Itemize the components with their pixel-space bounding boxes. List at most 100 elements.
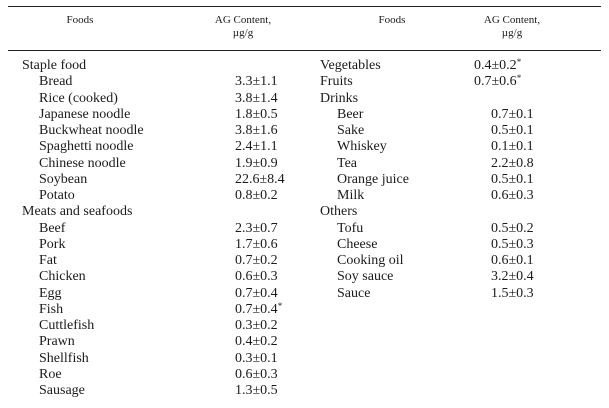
food-name: Chinese noodle <box>39 155 126 171</box>
table-row: Japanese noodle 1.8±0.5 <box>22 107 285 123</box>
header-foods-left: Foods <box>40 14 120 27</box>
ag-content-value: 0.5±0.1 <box>491 172 534 188</box>
ag-content-value: 3.8±1.4 <box>235 91 278 107</box>
ag-content-value-text: 2.4±1.1 <box>235 139 278 155</box>
header-ag-content-left-line2: µg/g <box>232 27 254 39</box>
ag-content-value-text: 3.8±1.6 <box>235 123 278 138</box>
ag-content-value: 0.6±0.3 <box>491 188 534 204</box>
food-name: Spaghetti noodle <box>39 139 134 155</box>
food-name: Buckwheat noodle <box>39 123 144 138</box>
table-row: Tea 2.2±0.8 <box>320 156 534 172</box>
table-header-rule <box>8 50 601 51</box>
ag-content-value-text: 0.4±0.2 <box>235 334 278 350</box>
ag-content-value-text: 22.6±8.4 <box>235 171 285 187</box>
ag-content-value: 0.8±0.2 <box>235 188 278 204</box>
table-row: Beer 0.7±0.1 <box>320 107 534 123</box>
ag-content-value: 0.6±0.1 <box>491 253 534 269</box>
table-row: Sake 0.5±0.1 <box>320 123 534 139</box>
food-name: Rice (cooked) <box>39 90 118 106</box>
table-row: Beef 2.3±0.7 <box>22 221 285 237</box>
food-name: Milk <box>337 188 365 203</box>
right-column: Vegetables 0.4±0.2* Fruits 0.7±0.6* Drinks Be… <box>320 57 534 302</box>
food-name: Vegetables <box>320 58 381 73</box>
ag-content-value-text: 3.8±1.4 <box>235 90 278 106</box>
food-name: Egg <box>39 285 62 301</box>
food-name: Bread <box>39 74 73 90</box>
ag-content-value: 0.7±0.2 <box>235 253 278 269</box>
ag-content-value: 2.3±0.7 <box>235 221 278 237</box>
ag-content-value: 0.7±0.1 <box>491 107 534 123</box>
ag-content-value: 22.6±8.4 <box>235 172 285 188</box>
table-row: Orange juice 0.5±0.1 <box>320 172 534 188</box>
header-ag-content-left: AG Content, µg/g <box>193 14 293 40</box>
table-row: Whiskey 0.1±0.1 <box>320 139 534 155</box>
food-name: Fruits <box>320 74 353 90</box>
food-name: Cooking oil <box>337 253 404 268</box>
footnote-marker: * <box>516 57 522 67</box>
ag-content-value-text: 0.6±0.3 <box>235 366 278 382</box>
ag-content-value: 3.3±1.1 <box>235 74 278 90</box>
ag-content-value-text: 1.9±0.9 <box>235 155 278 171</box>
food-name: Soy sauce <box>337 269 394 285</box>
ag-content-value: 3.2±0.4 <box>491 269 534 285</box>
table-row: Prawn 0.4±0.2 <box>22 334 285 350</box>
ag-content-value: 3.8±1.6 <box>235 123 278 139</box>
food-name: Sausage <box>39 383 85 398</box>
header-ag-content-right: AG Content, µg/g <box>452 14 572 40</box>
table-row: Drinks <box>320 91 534 107</box>
table-row: Sausage 1.3±0.5 <box>22 383 285 399</box>
food-name: Tofu <box>337 220 364 236</box>
ag-content-value: 0.6±0.3 <box>235 269 278 285</box>
table-row: Pork 1.7±0.6 <box>22 237 285 253</box>
footnote-marker: * <box>277 300 283 311</box>
ag-content-value-text: 0.6±0.3 <box>491 188 534 203</box>
footnote-marker: * <box>516 73 522 84</box>
ag-content-value: 0.3±0.2 <box>235 318 278 334</box>
ag-content-value-text: 0.3±0.2 <box>235 318 278 333</box>
header-ag-content-left-line1: AG Content, <box>214 14 272 26</box>
table-row: Cuttlefish 0.3±0.2 <box>22 318 285 334</box>
ag-content-value-text: 0.7±0.4 <box>235 301 278 317</box>
food-name: Potato <box>39 188 75 203</box>
food-name: Meats and seafoods <box>22 204 133 220</box>
table-row: Sauce 1.5±0.3 <box>320 286 534 302</box>
table-row: Bread 3.3±1.1 <box>22 74 285 90</box>
table-row: Others <box>320 204 534 220</box>
table-row: Tofu 0.5±0.2 <box>320 221 534 237</box>
ag-content-value-text: 2.3±0.7 <box>235 220 278 236</box>
table-row: Soy sauce 3.2±0.4 <box>320 269 534 285</box>
table-row: Shellfish 0.3±0.1 <box>22 351 285 367</box>
ag-content-value: 0.7±0.4* <box>235 300 283 318</box>
table-row: Cooking oil 0.6±0.1 <box>320 253 534 269</box>
table-row: Egg 0.7±0.4 <box>22 286 285 302</box>
table-row: Roe 0.6±0.3 <box>22 367 285 383</box>
food-name: Beef <box>39 220 66 236</box>
ag-content-value-text: 1.3±0.5 <box>235 383 278 398</box>
ag-content-value: 0.7±0.6* <box>474 73 522 90</box>
ag-content-value-text: 1.8±0.5 <box>235 106 278 122</box>
ag-content-value-text: 0.4±0.2 <box>474 58 517 73</box>
ag-content-value-text: 0.6±0.3 <box>235 269 278 285</box>
ag-content-value: 0.1±0.1 <box>491 139 534 155</box>
ag-content-value: 2.4±1.1 <box>235 139 278 155</box>
ag-content-value: 1.3±0.5 <box>235 383 278 399</box>
table-row: Rice (cooked) 3.8±1.4 <box>22 91 285 107</box>
ag-content-value-text: 0.7±0.4 <box>235 285 278 301</box>
ag-content-value-text: 0.6±0.1 <box>491 253 534 268</box>
table-row: Spaghetti noodle 2.4±1.1 <box>22 139 285 155</box>
header-ag-content-right-line2: µg/g <box>501 27 523 39</box>
ag-content-value: 0.4±0.2 <box>235 334 278 350</box>
table-row: Milk 0.6±0.3 <box>320 188 534 204</box>
ag-content-value: 0.3±0.1 <box>235 351 278 367</box>
ag-content-value: 0.5±0.2 <box>491 221 534 237</box>
ag-content-value: 1.8±0.5 <box>235 107 278 123</box>
ag-content-value: 0.4±0.2* <box>474 57 522 74</box>
ag-content-value-text: 0.5±0.1 <box>491 123 534 138</box>
ag-content-value-text: 0.1±0.1 <box>491 139 534 155</box>
food-name: Japanese noodle <box>39 106 131 122</box>
header-ag-content-right-line1: AG Content, <box>483 14 541 26</box>
food-name: Sake <box>337 123 365 138</box>
table-row: Staple food <box>22 58 285 74</box>
food-name: Fat <box>39 253 57 268</box>
table-row: Cheese 0.5±0.3 <box>320 237 534 253</box>
